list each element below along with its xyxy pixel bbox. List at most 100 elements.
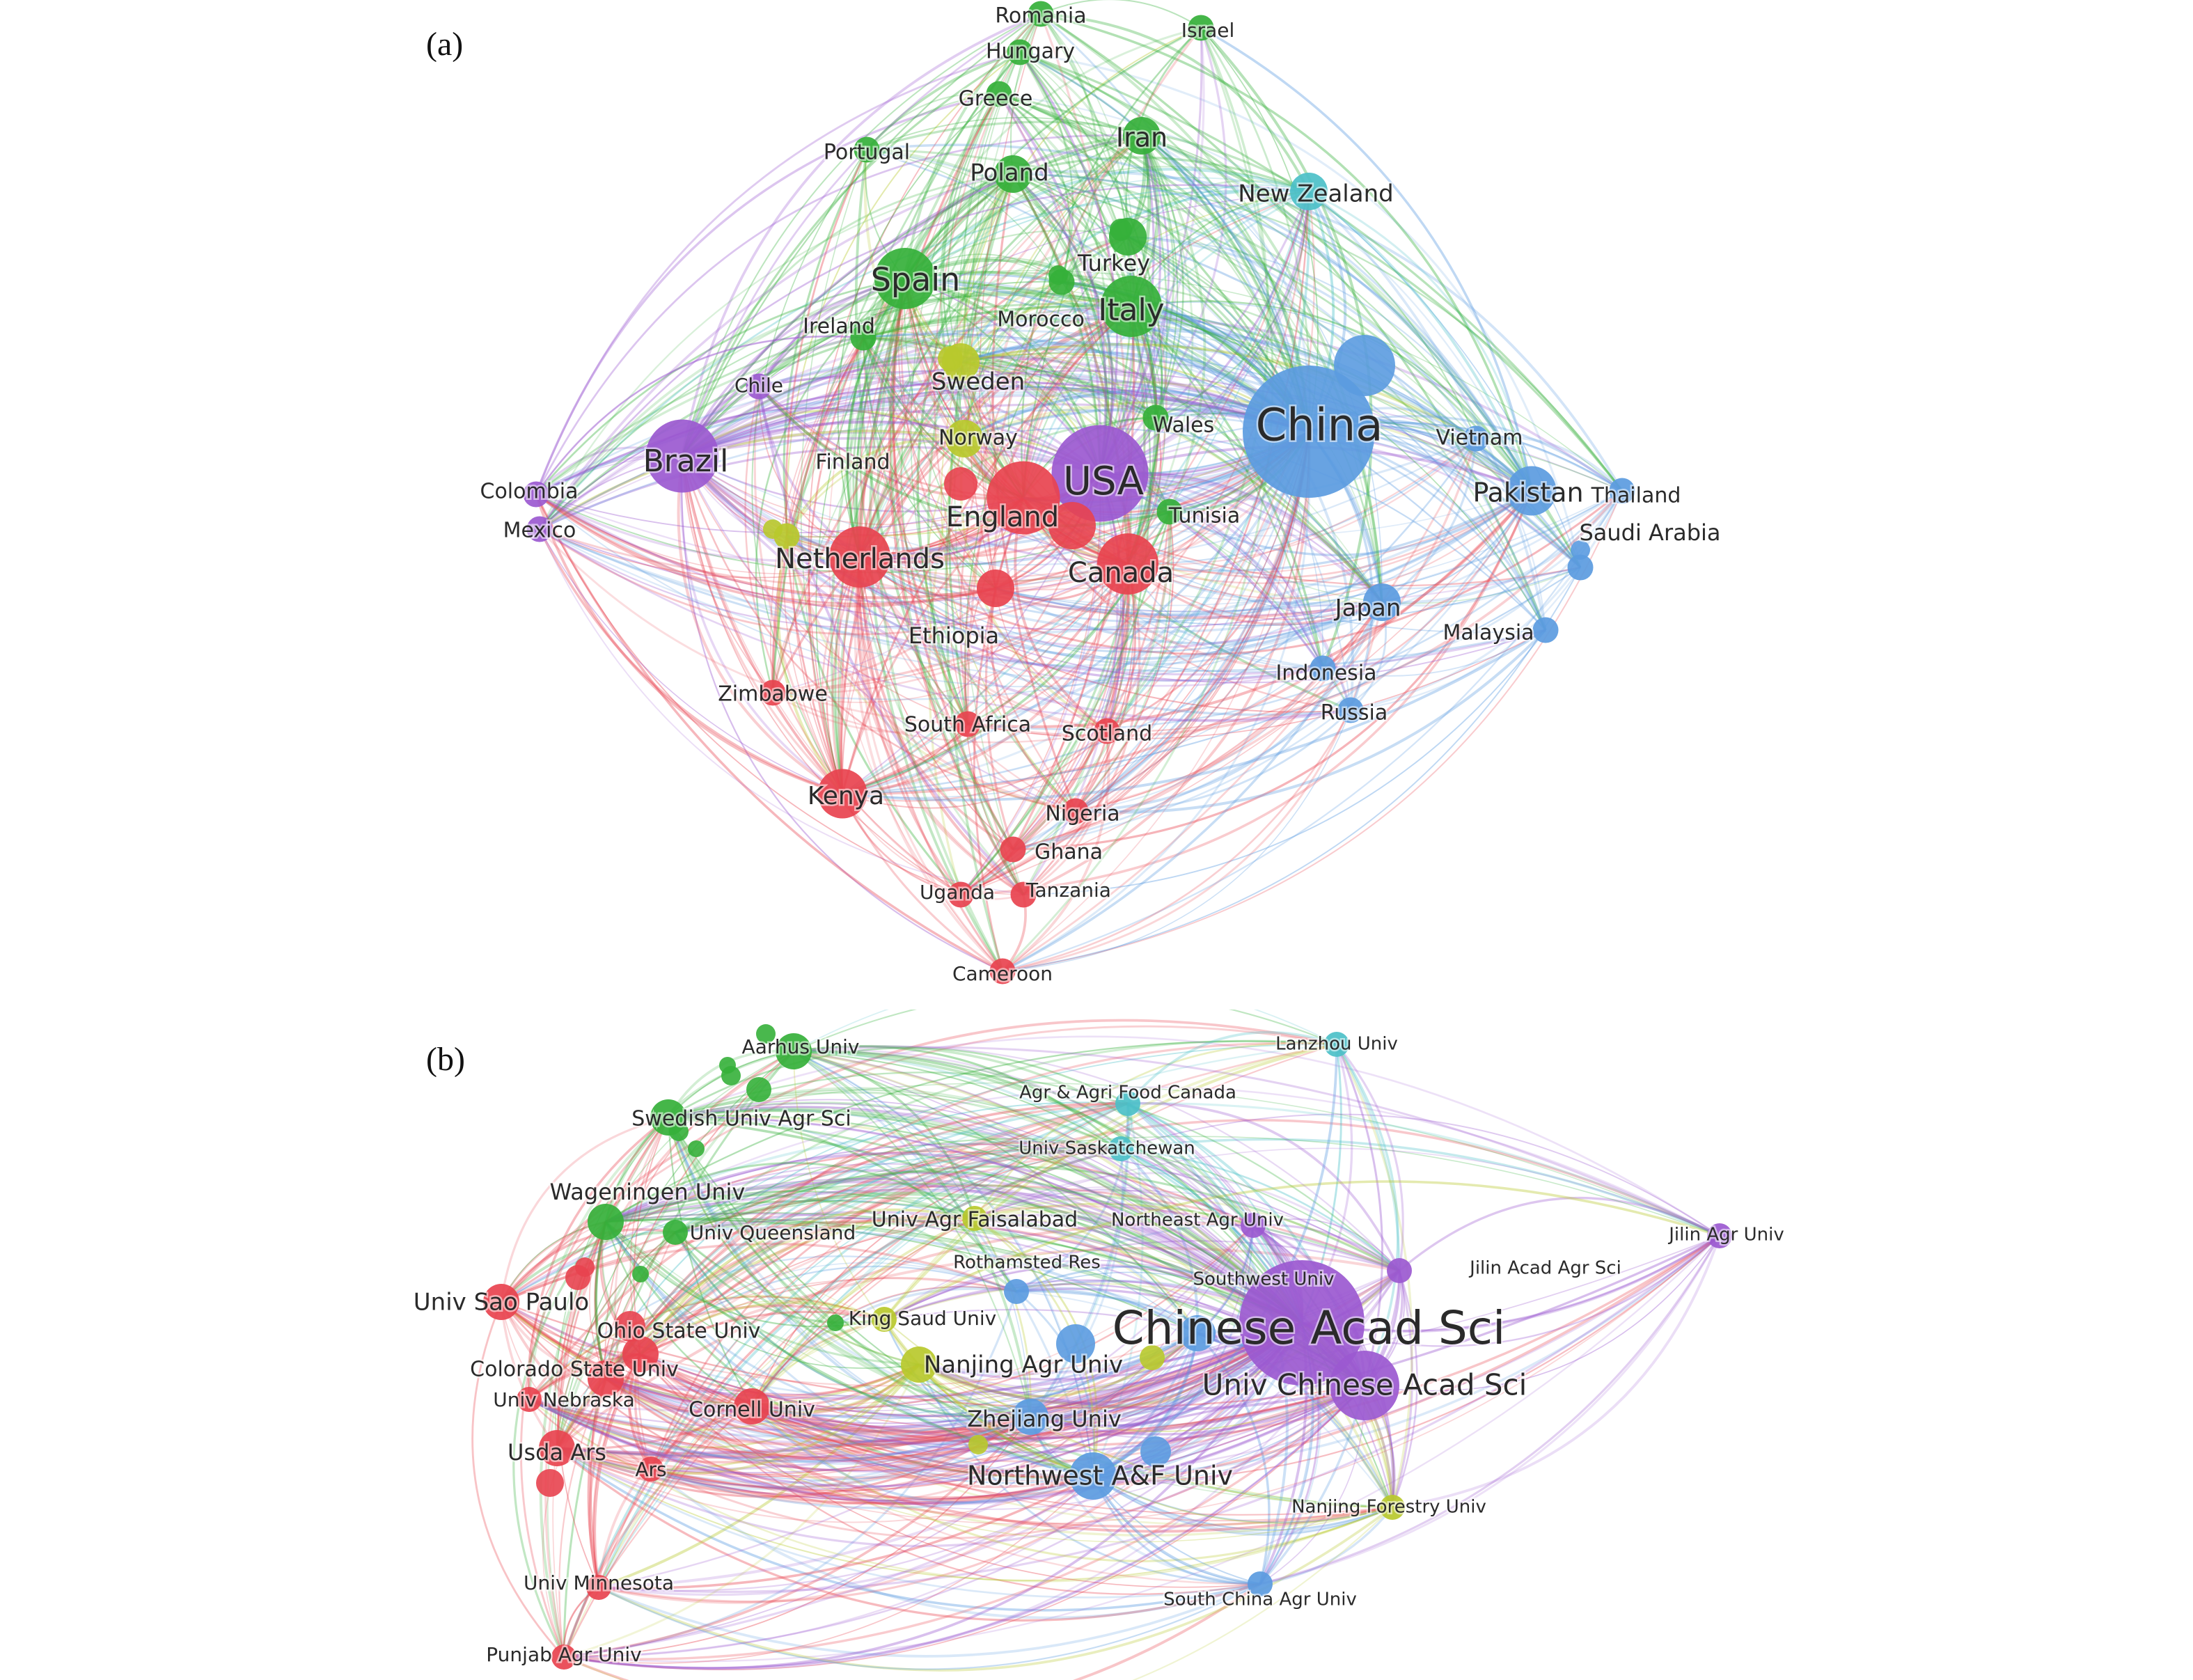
node-netherlands[interactable]	[829, 526, 890, 588]
node-southafrica[interactable]	[954, 711, 981, 737]
node-unlabeled[interactable]	[756, 1024, 776, 1044]
node-unlabeled[interactable]	[746, 1077, 771, 1102]
node-saudiarabia[interactable]	[1567, 554, 1594, 581]
node-china[interactable]	[1243, 366, 1375, 498]
node-unlabeled[interactable]	[827, 1314, 844, 1331]
node-cornell[interactable]	[734, 1388, 770, 1424]
node-ethiopia[interactable]	[977, 570, 1014, 607]
node-tunisia[interactable]	[1156, 498, 1183, 525]
node-jlau[interactable]	[1707, 1223, 1732, 1248]
node-ars[interactable]	[638, 1457, 663, 1482]
node-scau[interactable]	[1248, 1571, 1273, 1596]
node-portugal[interactable]	[854, 136, 880, 163]
node-ksu[interactable]	[872, 1307, 897, 1332]
node-unl[interactable]	[517, 1387, 542, 1412]
node-cas[interactable]	[1239, 1260, 1365, 1385]
node-iran[interactable]	[1123, 117, 1161, 155]
node-scotland[interactable]	[1094, 718, 1120, 744]
node-njfu[interactable]	[1380, 1495, 1405, 1520]
node-ucas[interactable]	[1330, 1351, 1399, 1420]
node-unlabeled[interactable]	[1048, 265, 1068, 285]
node-unlabeled[interactable]	[968, 1435, 988, 1454]
node-usa[interactable]	[1051, 425, 1149, 522]
node-mexico[interactable]	[526, 516, 553, 542]
node-lzu[interactable]	[1324, 1032, 1349, 1057]
node-neau[interactable]	[1241, 1213, 1266, 1238]
node-greece[interactable]	[986, 81, 1012, 107]
link	[751, 1405, 1094, 1478]
node-norway[interactable]	[945, 420, 983, 457]
node-osu[interactable]	[622, 1336, 659, 1372]
node-label-saudiarabia: Saudi Arabia	[1579, 519, 1720, 546]
node-uaf[interactable]	[962, 1206, 987, 1231]
node-colombia[interactable]	[523, 481, 549, 508]
node-ireland[interactable]	[850, 324, 877, 351]
node-unlabeled[interactable]	[669, 1122, 689, 1141]
node-japan[interactable]	[1363, 583, 1401, 621]
node-unlabeled[interactable]	[632, 1266, 649, 1282]
node-rothamsted[interactable]	[1004, 1279, 1029, 1304]
link	[757, 385, 1024, 500]
node-csu[interactable]	[588, 1360, 624, 1397]
node-unlabeled[interactable]	[1140, 1436, 1171, 1467]
node-umn[interactable]	[586, 1575, 611, 1600]
node-malaysia[interactable]	[1532, 617, 1559, 643]
node-unlabeled[interactable]	[536, 1469, 564, 1497]
link	[1252, 1224, 1394, 1508]
node-brazil[interactable]	[645, 419, 719, 493]
node-romania[interactable]	[1028, 1, 1054, 27]
node-unlabeled[interactable]	[719, 1057, 736, 1074]
node-jaas[interactable]	[1387, 1258, 1412, 1283]
link	[1022, 135, 1142, 498]
link	[863, 334, 1383, 603]
node-usask[interactable]	[1108, 1136, 1133, 1161]
node-aarhus[interactable]	[776, 1033, 812, 1069]
node-unlabeled[interactable]	[1571, 540, 1590, 560]
node-unlabeled[interactable]	[615, 1311, 645, 1342]
node-njau[interactable]	[901, 1347, 937, 1383]
node-unlabeled[interactable]	[688, 1140, 705, 1157]
node-unlabeled[interactable]	[1334, 335, 1395, 396]
node-pau[interactable]	[551, 1644, 576, 1670]
node-unlabeled[interactable]	[1048, 502, 1096, 549]
node-israel[interactable]	[1188, 15, 1214, 41]
node-newzealand[interactable]	[1290, 173, 1328, 210]
node-wales[interactable]	[1142, 405, 1169, 431]
node-unlabeled[interactable]	[1140, 1345, 1165, 1370]
node-unlabeled[interactable]	[763, 519, 783, 539]
node-unlabeled[interactable]	[1110, 219, 1132, 241]
node-wur[interactable]	[588, 1204, 624, 1240]
node-chile[interactable]	[746, 373, 772, 400]
node-ghana[interactable]	[1000, 836, 1026, 863]
link	[500, 1301, 1031, 1443]
node-thailand[interactable]	[1609, 478, 1635, 504]
node-england[interactable]	[987, 461, 1060, 535]
node-label-osu: Ohio State Univ	[597, 1319, 761, 1344]
node-tanzania[interactable]	[1010, 881, 1037, 908]
node-pakistan[interactable]	[1507, 466, 1557, 516]
node-unlabeled[interactable]	[1056, 1324, 1095, 1363]
node-hungary[interactable]	[1007, 39, 1033, 65]
node-spain[interactable]	[874, 248, 936, 309]
node-nigeria[interactable]	[1062, 798, 1089, 824]
node-indonesia[interactable]	[1310, 655, 1336, 682]
node-unlabeled[interactable]	[938, 346, 963, 371]
node-swu[interactable]	[1179, 1315, 1216, 1351]
node-unlabeled[interactable]	[575, 1257, 595, 1277]
node-cameroon[interactable]	[989, 958, 1016, 984]
node-aafc[interactable]	[1115, 1091, 1140, 1116]
node-uganda[interactable]	[948, 881, 974, 908]
node-canada[interactable]	[1097, 533, 1158, 595]
node-kenya[interactable]	[817, 769, 867, 819]
node-italy[interactable]	[1101, 276, 1162, 337]
node-unlabeled[interactable]	[944, 467, 977, 501]
node-vietnam[interactable]	[1463, 425, 1489, 452]
node-usda[interactable]	[539, 1430, 575, 1466]
node-usp[interactable]	[483, 1284, 519, 1320]
node-zimbabwe[interactable]	[760, 680, 786, 706]
node-nwafu[interactable]	[1069, 1452, 1117, 1500]
node-uq[interactable]	[663, 1220, 688, 1245]
node-poland[interactable]	[994, 155, 1032, 193]
node-zju[interactable]	[1012, 1399, 1048, 1435]
node-russia[interactable]	[1337, 697, 1364, 723]
